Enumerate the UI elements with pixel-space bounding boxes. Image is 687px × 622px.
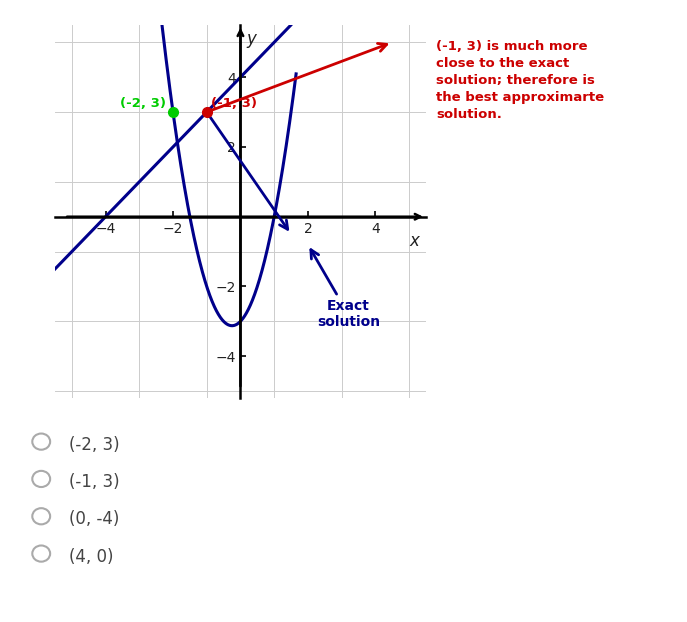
Text: x: x [409,233,419,251]
Text: (-2, 3): (-2, 3) [69,436,120,453]
Text: (-1, 3) is much more
close to the exact
solution; therefore is
the best approxim: (-1, 3) is much more close to the exact … [436,40,605,121]
Text: (0, -4): (0, -4) [69,511,119,528]
Text: (-2, 3): (-2, 3) [120,97,166,110]
Text: (-1, 3): (-1, 3) [69,473,120,491]
Text: (4, 0): (4, 0) [69,548,113,565]
Text: y: y [247,30,256,48]
Text: (-1, 3): (-1, 3) [211,97,257,110]
Text: Exact
solution: Exact solution [311,249,380,330]
